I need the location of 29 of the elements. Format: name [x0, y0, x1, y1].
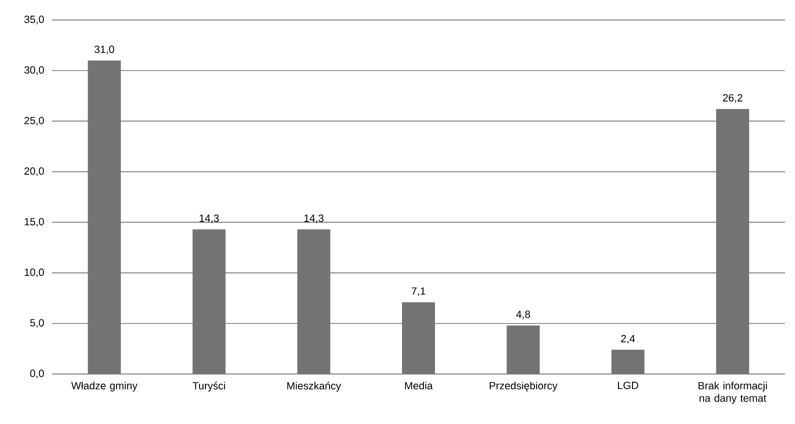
x-tick-label: LGD [618, 382, 638, 390]
bar [192, 229, 226, 374]
x-tick-label: Media [405, 382, 433, 390]
x-tick-label: Turyści [192, 382, 226, 392]
bar [716, 109, 750, 374]
y-tick-label: 10,0 [24, 268, 44, 278]
y-tick-label: 15,0 [24, 218, 44, 227]
data-label: 4,8 [516, 310, 530, 320]
y-tick-label: 30,0 [24, 66, 44, 75]
data-label: 31,0 [94, 46, 114, 54]
y-tick-label: 5,0 [30, 319, 44, 328]
bar [88, 60, 121, 374]
bar [297, 229, 330, 374]
data-label: 7,1 [412, 287, 426, 296]
x-tick-label: Mieszkańcy [287, 382, 342, 392]
data-label: 14,3 [200, 214, 219, 224]
y-tick-label: 35,0 [24, 16, 44, 24]
data-label: 14,3 [304, 214, 324, 224]
x-tick-label: Władze gminy [71, 382, 138, 392]
bar [611, 350, 644, 374]
data-label: 2,4 [621, 334, 635, 344]
y-tick-label: 20,0 [24, 167, 44, 176]
bar [506, 325, 540, 374]
x-tick-label: Przedsiębiorcy [490, 382, 558, 392]
data-label: 26,2 [722, 94, 742, 103]
y-tick-label: 25,0 [24, 116, 44, 126]
bar [402, 302, 435, 374]
x-tick-label: Brak informacji na dany temat [698, 382, 767, 404]
y-tick-label: 0,0 [30, 370, 44, 378]
